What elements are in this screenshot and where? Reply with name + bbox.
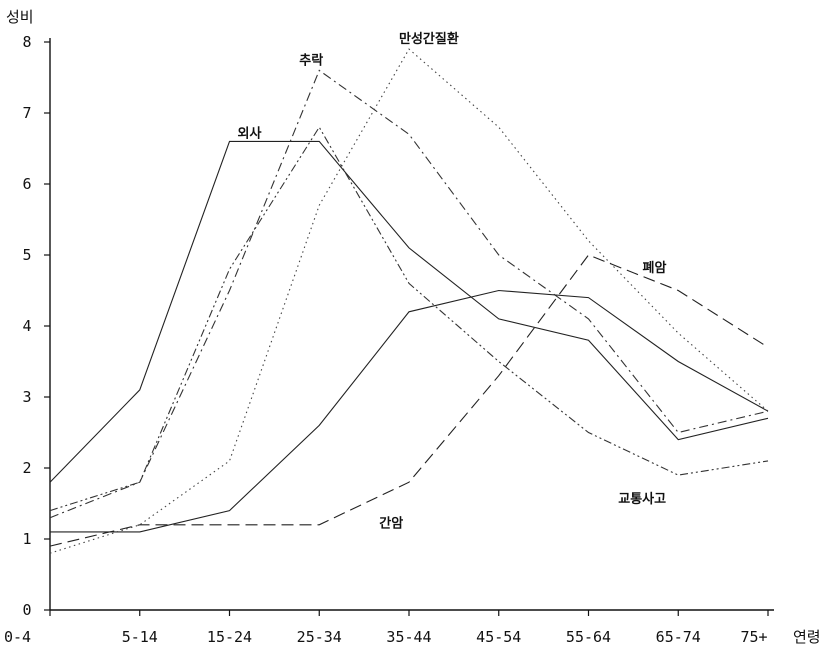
series-line-1 [49, 140, 769, 483]
x-tick-label: 45-54 [476, 628, 521, 646]
x-tick-label: 55-64 [566, 628, 611, 646]
x-tick-label: 65-74 [656, 628, 701, 646]
series-label-1: 외사 [238, 125, 262, 141]
x-axis-title: 연령 [793, 628, 821, 646]
series-label-5: 폐암 [643, 260, 667, 276]
y-axis-title: 성비 [6, 8, 34, 26]
ticks: 0 1 2 3 4 5 6 7 8 0-4 5-14 15-24 25-34 35-44 45-54 55-6… [4, 33, 769, 646]
series-line-3 [49, 48, 769, 554]
y-tick-label: 7 [22, 104, 31, 122]
x-tick-label: 15-24 [207, 628, 252, 646]
series-line-5 [49, 254, 769, 547]
x-tick-label: 75+ [740, 628, 767, 646]
series-label-4: 간암 [379, 515, 403, 531]
series-line-2 [49, 69, 769, 519]
series-label-3: 만성간질환 [399, 31, 459, 47]
series-line-4 [50, 289, 769, 533]
y-tick-label: 6 [22, 175, 31, 193]
series-lines [49, 48, 769, 554]
series-label-2: 추락 [299, 52, 323, 68]
y-tick-label: 3 [22, 388, 31, 406]
axes [49, 38, 774, 611]
x-tick-label: 25-34 [297, 628, 342, 646]
y-tick-label: 4 [22, 317, 31, 335]
x-tick-label: 35-44 [386, 628, 431, 646]
y-tick-label: 5 [22, 246, 31, 264]
x-tick-label: 5-14 [122, 628, 158, 646]
y-tick-label: 1 [22, 530, 31, 548]
x-tick-label: 0-4 [4, 628, 31, 646]
series-label-6: 교통사고 [618, 491, 666, 507]
y-tick-label: 2 [22, 459, 31, 477]
y-tick-label: 0 [22, 601, 31, 619]
series-line-6 [49, 126, 769, 512]
y-tick-label: 8 [22, 33, 31, 51]
